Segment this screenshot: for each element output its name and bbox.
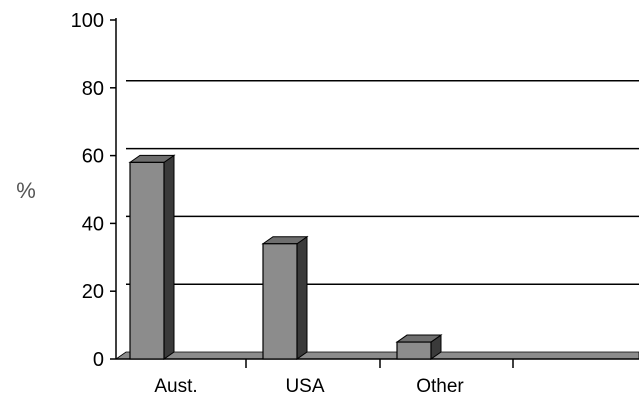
y-tick-label-0: 0	[93, 349, 104, 371]
bar-aust	[128, 154, 176, 360]
x-category-label-2: Other	[416, 376, 464, 397]
bar-side	[296, 235, 308, 360]
y-tick-label-80: 80	[82, 78, 104, 100]
floor-plane	[114, 351, 639, 360]
y-axis	[110, 18, 639, 368]
y-tick-label-100: 100	[71, 10, 104, 32]
gridlines	[126, 80, 639, 285]
y-tick-label-60: 60	[82, 146, 104, 168]
bars	[128, 154, 443, 360]
y-axis-title: %	[16, 178, 36, 203]
y-tick-label-40: 40	[82, 213, 104, 235]
chart-floor	[114, 351, 639, 360]
x-category-label-0: Aust.	[154, 376, 197, 397]
bar-usa	[261, 235, 309, 360]
bar-front	[396, 341, 432, 360]
bar-front	[262, 243, 298, 360]
x-category-label-1: USA	[285, 376, 324, 397]
bar-other	[395, 334, 443, 360]
labels: 0 20 40 60 80 100 Aust. USA Other	[71, 10, 465, 397]
bar-front	[129, 161, 165, 360]
bar-side	[163, 154, 175, 360]
y-tick-label-20: 20	[82, 281, 104, 303]
